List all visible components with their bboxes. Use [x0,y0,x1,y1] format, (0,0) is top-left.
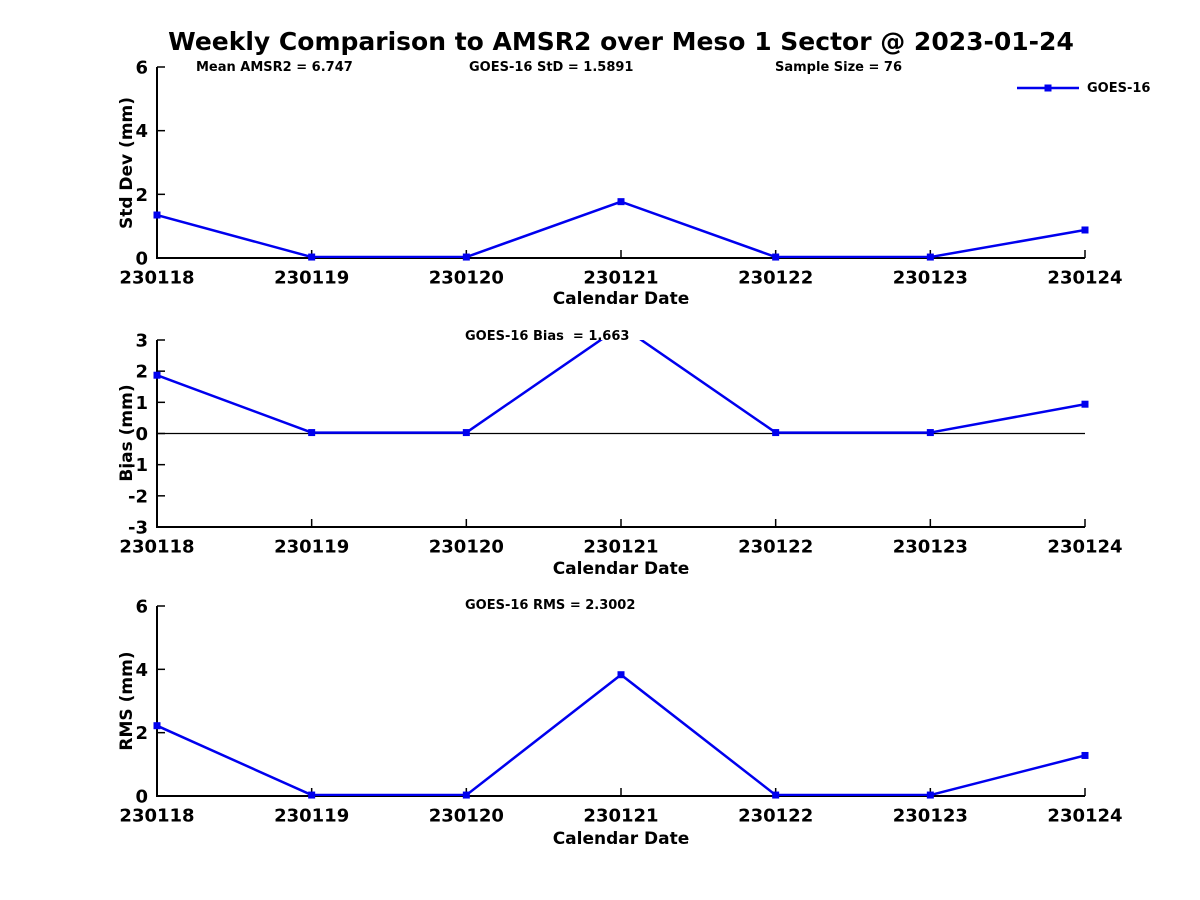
legend: GOES-16 [1017,80,1151,96]
subplot-bias: 230118 230119 230120 230121 230122 230123 2301… [119,331,1122,558]
data-point-marker [308,253,316,261]
x-tick-label: 230120 [429,268,504,289]
annotation-goes16-rms: GOES-16 RMS = 2.3002 [465,598,636,613]
x-tick-label: 230119 [274,537,349,558]
x-tick-label: 230118 [119,806,194,827]
annotation-goes16-bias: GOES-16 Bias = 1.663 [465,329,630,344]
x-tick-label: 230119 [274,806,349,827]
y-tick-label: 4 [135,660,148,681]
data-point-marker [308,791,316,799]
x-tick-label: 230121 [583,806,658,827]
data-point-marker [617,198,625,206]
x-tick-label: 230123 [893,268,968,289]
data-point-marker [462,791,470,799]
y-tick-label: -2 [128,486,148,507]
xlabel-rms: Calendar Date [552,829,690,849]
y-tick-label: 1 [135,393,148,414]
ylabel-bias: Bias (mm) [117,384,137,482]
xlabel-bias: Calendar Date [552,559,690,579]
y-tick-label: 2 [135,362,148,383]
data-point-marker [153,211,161,219]
x-tick-label: 230122 [738,806,813,827]
data-point-marker [1081,226,1089,234]
y-tick-label: -1 [128,455,148,476]
x-tick-label: 230122 [738,537,813,558]
y-tick-label: 0 [135,424,148,445]
data-point-marker [926,253,934,261]
figure-title: Weekly Comparison to AMSR2 over Meso 1 S… [168,27,1074,56]
legend-line-marker-icon [1017,84,1079,92]
data-point-marker [926,791,934,799]
data-point-marker [1081,751,1089,759]
data-point-marker [1081,400,1089,408]
ylabel-rms: RMS (mm) [117,651,137,751]
x-tick-label: 230123 [893,537,968,558]
x-tick-label: 230124 [1047,806,1122,827]
x-tick-label: 230124 [1047,537,1122,558]
x-tick-label: 230119 [274,268,349,289]
x-tick-label: 230121 [583,268,658,289]
y-tick-label: 2 [135,723,148,744]
data-point-marker [153,371,161,379]
annotation-sample-size: Sample Size = 76 [775,60,903,75]
data-point-marker [308,429,316,437]
y-tick-label: 0 [135,787,148,808]
data-point-marker [617,671,625,679]
legend-label: GOES-16 [1087,80,1151,96]
x-tick-label: 230120 [429,537,504,558]
y-tick-label: 2 [135,185,148,206]
x-tick-label: 230123 [893,806,968,827]
y-tick-label: 0 [135,249,148,270]
annotation-goes16-std: GOES-16 StD = 1.5891 [469,60,634,75]
y-tick-label: 6 [135,58,148,79]
series-line-GOES-16 [157,200,1085,258]
data-point-marker [772,253,780,261]
subplot-rms: 230118 230119 230120 230121 230122 230123 2301… [119,597,1122,827]
data-point-marker [772,429,780,437]
xlabel-stddev: Calendar Date [552,289,690,309]
ylabel-stddev: Std Dev (mm) [117,96,137,230]
data-point-marker [462,253,470,261]
series-line-GOES-16 [157,673,1085,796]
data-point-marker [926,429,934,437]
y-tick-label: 6 [135,597,148,618]
x-tick-label: 230120 [429,806,504,827]
y-tick-label: 4 [135,121,148,142]
x-tick-label: 230118 [119,537,194,558]
y-tick-label: -3 [128,518,148,539]
subplot-stddev: 230118 230119 230120 230121 230122 230123 2301… [119,58,1122,289]
annotation-mean-amsr2: Mean AMSR2 = 6.747 [196,60,353,75]
x-tick-label: 230121 [583,537,658,558]
y-tick-label: 3 [135,331,148,352]
x-tick-label: 230118 [119,268,194,289]
data-point-marker [462,429,470,437]
data-point-marker [153,722,161,730]
data-point-marker [772,791,780,799]
x-tick-label: 230124 [1047,268,1122,289]
x-tick-label: 230122 [738,268,813,289]
